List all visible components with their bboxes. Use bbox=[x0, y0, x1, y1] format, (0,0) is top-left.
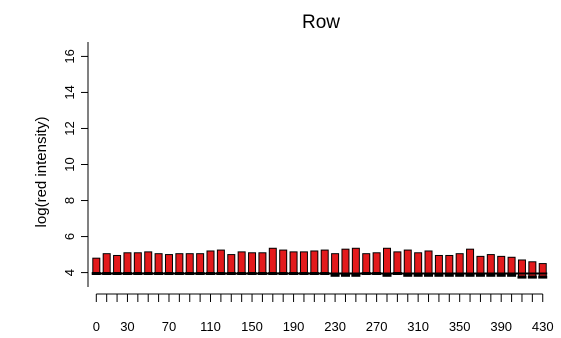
y-tick-label: 6 bbox=[62, 233, 77, 240]
y-tick-label: 12 bbox=[62, 121, 77, 135]
box-bar bbox=[248, 252, 257, 274]
box-bar bbox=[424, 250, 433, 276]
chart-title: Row bbox=[302, 12, 340, 33]
x-tick-label: 230 bbox=[324, 319, 346, 334]
box-bar bbox=[227, 254, 236, 274]
box-bar bbox=[175, 253, 184, 274]
box-bar bbox=[92, 257, 101, 274]
box-bar bbox=[455, 253, 464, 276]
box-bar bbox=[538, 263, 547, 278]
x-tick-label: 30 bbox=[120, 319, 134, 334]
y-tick-label: 14 bbox=[62, 85, 77, 99]
plot-area bbox=[91, 247, 548, 279]
x-tick-label: 190 bbox=[283, 319, 305, 334]
x-tick-label: 0 bbox=[93, 319, 100, 334]
box-bar bbox=[383, 247, 392, 276]
y-tick-label: 10 bbox=[62, 157, 77, 171]
box-bar bbox=[154, 253, 163, 274]
axes: 4 6 8 10 12 14 16 0 30 70 110 150 190 230 270 310 350 390… bbox=[62, 42, 554, 334]
box-bar bbox=[393, 251, 402, 274]
box-bar bbox=[258, 252, 267, 274]
box-bar bbox=[434, 254, 443, 276]
box-bar bbox=[268, 247, 277, 274]
y-tick-label: 16 bbox=[62, 49, 77, 63]
x-tick-label: 150 bbox=[241, 319, 263, 334]
box-bar bbox=[216, 249, 225, 274]
box-bar bbox=[320, 249, 329, 274]
x-tick-label: 270 bbox=[366, 319, 388, 334]
box-bar bbox=[362, 253, 371, 274]
box-bar bbox=[299, 251, 308, 274]
x-tick-label: 350 bbox=[449, 319, 471, 334]
x-tick-label: 390 bbox=[490, 319, 512, 334]
x-tick-label: 70 bbox=[162, 319, 176, 334]
box-bar bbox=[528, 261, 537, 278]
box-bar bbox=[351, 247, 360, 276]
box-bar bbox=[341, 248, 350, 276]
box-bar bbox=[497, 255, 506, 276]
y-tick-label: 8 bbox=[62, 197, 77, 204]
y-tick-label: 4 bbox=[62, 269, 77, 276]
box-bar bbox=[237, 251, 246, 274]
box-bar bbox=[486, 254, 495, 276]
box-bar bbox=[123, 252, 132, 274]
x-tick-label: 430 bbox=[532, 319, 554, 334]
box-bar bbox=[372, 252, 381, 274]
box-bar bbox=[144, 251, 153, 274]
box-bar bbox=[279, 249, 288, 274]
box-bar bbox=[403, 249, 412, 276]
y-axis-label: log(red intensity) bbox=[33, 117, 50, 228]
box-bar bbox=[331, 253, 340, 276]
box-bar bbox=[517, 259, 526, 278]
box-bar bbox=[185, 253, 194, 274]
box-bar bbox=[445, 254, 454, 276]
x-tick-label: 110 bbox=[200, 319, 221, 334]
box-bar bbox=[164, 254, 173, 274]
box-bar bbox=[133, 252, 142, 274]
x-tick-label: 310 bbox=[407, 319, 429, 334]
box-bar bbox=[206, 250, 215, 274]
box-bar bbox=[466, 248, 475, 276]
box-bar bbox=[196, 253, 205, 274]
box-bar bbox=[113, 254, 122, 274]
box-bar bbox=[310, 250, 319, 274]
box-bar bbox=[102, 253, 111, 274]
box-bar bbox=[289, 251, 298, 274]
box-bar bbox=[414, 252, 423, 276]
box-bar bbox=[476, 255, 485, 276]
